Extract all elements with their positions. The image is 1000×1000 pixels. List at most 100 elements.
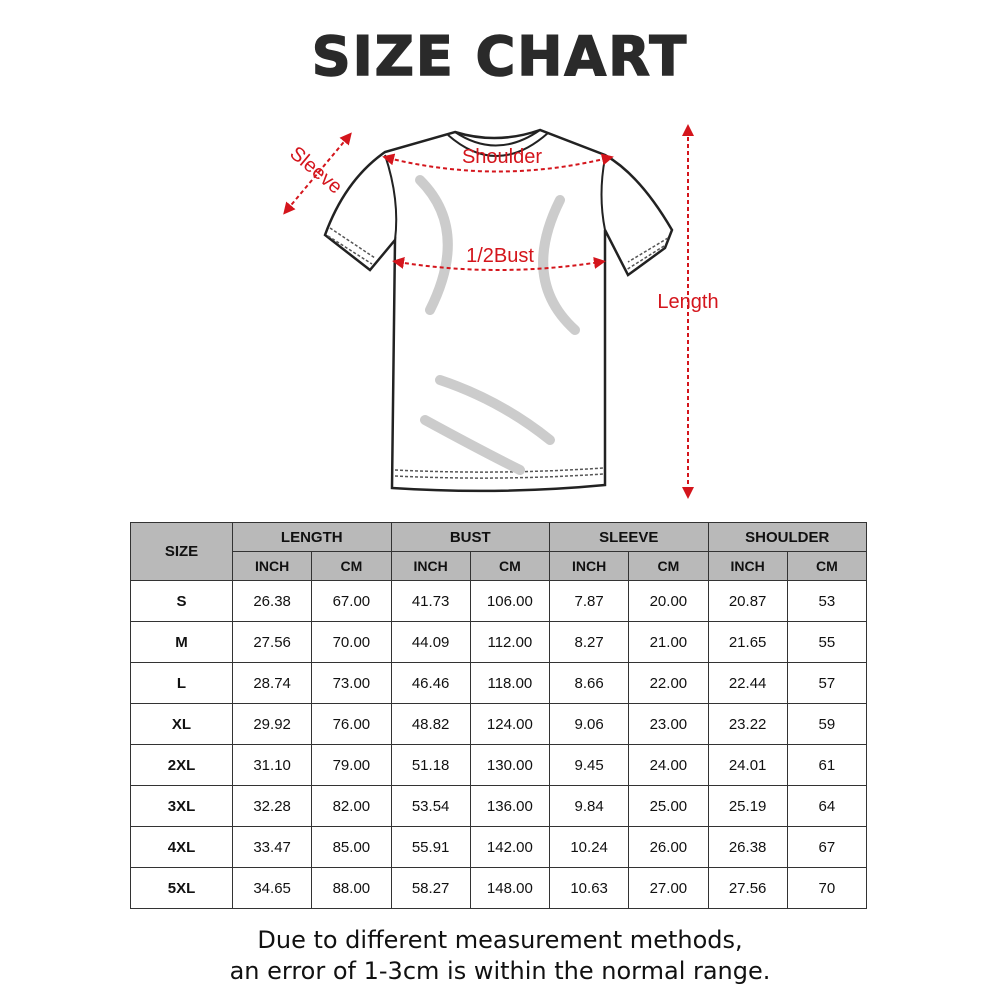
value-cell: 53 [786, 580, 868, 622]
unit-header: CM [786, 551, 868, 581]
value-cell: 88.00 [311, 867, 392, 909]
unit-header: CM [469, 551, 551, 581]
value-cell: 67 [786, 826, 868, 868]
value-cell: 31.10 [231, 744, 313, 786]
value-cell: 29.92 [231, 703, 313, 745]
value-cell: 61 [786, 744, 868, 786]
value-cell: 136.00 [469, 785, 551, 827]
value-cell: 26.38 [707, 826, 788, 868]
size-cell: L [130, 662, 233, 704]
value-cell: 79.00 [311, 744, 392, 786]
size-cell: 5XL [130, 867, 233, 909]
value-cell: 118.00 [469, 662, 551, 704]
size-cell: M [130, 621, 233, 663]
value-cell: 8.66 [548, 662, 630, 704]
tshirt-outline [323, 128, 674, 493]
value-cell: 9.06 [548, 703, 630, 745]
value-cell: 41.73 [390, 580, 471, 622]
table-row: XL 29.92 76.00 48.82 124.00 9.06 23.00 23.22 59 [130, 703, 868, 745]
note-line: Due to different measurement methods, [257, 926, 743, 954]
value-cell: 112.00 [469, 621, 551, 663]
value-cell: 25.00 [628, 785, 709, 827]
value-cell: 10.24 [548, 826, 630, 868]
value-cell: 70.00 [311, 621, 392, 663]
value-cell: 28.74 [231, 662, 313, 704]
value-cell: 53.54 [390, 785, 471, 827]
value-cell: 142.00 [469, 826, 551, 868]
value-cell: 32.28 [231, 785, 313, 827]
size-cell: XL [130, 703, 233, 745]
value-cell: 48.82 [390, 703, 471, 745]
value-cell: 106.00 [469, 580, 551, 622]
unit-header: CM [628, 551, 709, 581]
value-cell: 34.65 [231, 867, 313, 909]
value-cell: 64 [786, 785, 868, 827]
table-row: 3XL 32.28 82.00 53.54 136.00 9.84 25.00 25.19 64 [130, 785, 868, 827]
value-cell: 8.27 [548, 621, 630, 663]
value-cell: 76.00 [311, 703, 392, 745]
value-cell: 58.27 [390, 867, 471, 909]
value-cell: 44.09 [390, 621, 471, 663]
table-row: 5XL 34.65 88.00 58.27 148.00 10.63 27.00 27.56 7… [130, 867, 868, 909]
table-row: S 26.38 67.00 41.73 106.00 7.87 20.00 20.87 53 [130, 580, 868, 622]
value-cell: 9.45 [548, 744, 630, 786]
unit-header: INCH [548, 551, 630, 581]
value-cell: 51.18 [390, 744, 471, 786]
value-cell: 46.46 [390, 662, 471, 704]
unit-header: INCH [390, 551, 471, 581]
value-cell: 55.91 [390, 826, 471, 868]
value-cell: 20.87 [707, 580, 788, 622]
size-cell: 3XL [130, 785, 233, 827]
group-header: LENGTH [232, 522, 392, 552]
unit-header: INCH [231, 551, 313, 581]
value-cell: 23.00 [628, 703, 709, 745]
size-table: SIZE LENGTH BUST SLEEVE SHOULDER INCH CM I… [130, 522, 868, 909]
table-row: 4XL 33.47 85.00 55.91 142.00 10.24 26.00 26.38 6… [130, 826, 868, 868]
unit-header: CM [311, 551, 392, 581]
value-cell: 130.00 [469, 744, 551, 786]
value-cell: 27.00 [628, 867, 709, 909]
value-cell: 73.00 [311, 662, 392, 704]
group-header: SHOULDER [707, 522, 867, 552]
unit-header: INCH [707, 551, 788, 581]
size-header: SIZE [130, 522, 233, 581]
tshirt-diagram: Shoulder 1/2Bust Length Sleeve [283, 124, 719, 499]
value-cell: 70 [786, 867, 868, 909]
measurement-note: Due to different measurement methods, an… [0, 925, 1000, 987]
measurement-arrows [283, 124, 694, 499]
value-cell: 59 [786, 703, 868, 745]
group-header: BUST [390, 522, 550, 552]
value-cell: 82.00 [311, 785, 392, 827]
value-cell: 26.00 [628, 826, 709, 868]
table-row: M 27.56 70.00 44.09 112.00 8.27 21.00 21.65 55 [130, 621, 868, 663]
value-cell: 67.00 [311, 580, 392, 622]
page-title: SIZE CHART [311, 24, 689, 89]
note-line: an error of 1-3cm is within the normal r… [229, 957, 771, 985]
size-cell: 4XL [130, 826, 233, 868]
value-cell: 24.00 [628, 744, 709, 786]
value-cell: 22.00 [628, 662, 709, 704]
value-cell: 55 [786, 621, 868, 663]
table-row: L 28.74 73.00 46.46 118.00 8.66 22.00 22.44 57 [130, 662, 868, 704]
value-cell: 124.00 [469, 703, 551, 745]
value-cell: 26.38 [231, 580, 313, 622]
group-header: SLEEVE [549, 522, 709, 552]
bust-label: 1/2Bust [466, 245, 534, 267]
value-cell: 25.19 [707, 785, 788, 827]
value-cell: 57 [786, 662, 868, 704]
value-cell: 9.84 [548, 785, 630, 827]
table-row: 2XL 31.10 79.00 51.18 130.00 9.45 24.00 24.01 61 [130, 744, 868, 786]
value-cell: 20.00 [628, 580, 709, 622]
value-cell: 27.56 [231, 621, 313, 663]
value-cell: 23.22 [707, 703, 788, 745]
size-cell: S [130, 580, 233, 622]
size-cell: 2XL [130, 744, 233, 786]
value-cell: 10.63 [548, 867, 630, 909]
value-cell: 33.47 [231, 826, 313, 868]
value-cell: 22.44 [707, 662, 788, 704]
value-cell: 21.00 [628, 621, 709, 663]
value-cell: 27.56 [707, 867, 788, 909]
shoulder-label: Shoulder [462, 146, 542, 168]
length-label: Length [657, 291, 718, 313]
value-cell: 148.00 [469, 867, 551, 909]
